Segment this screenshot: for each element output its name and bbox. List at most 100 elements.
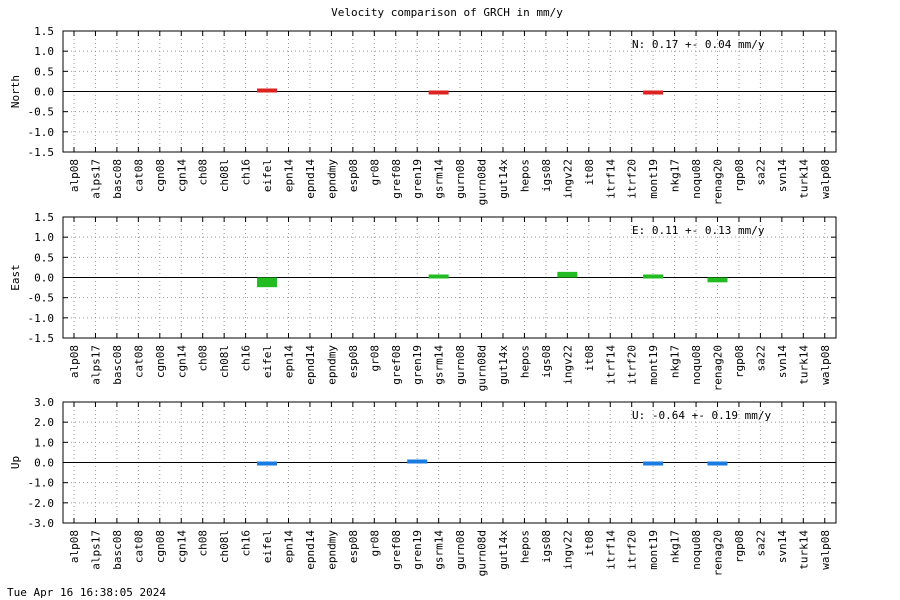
x-tick-label: hepos [518, 159, 531, 192]
x-tick-label: alp08 [68, 345, 81, 378]
x-tick-label: epndmy [325, 345, 338, 385]
y-tick-label: -1.5 [28, 332, 55, 345]
x-tick-label: gren19 [411, 530, 424, 570]
bar-eifel [257, 277, 278, 288]
x-tick-label: basc08 [111, 530, 124, 570]
x-tick-label: itrf20 [626, 345, 639, 385]
x-tick-label: gsrm14 [433, 345, 446, 385]
x-tick-label: turk14 [797, 530, 810, 570]
timestamp: Tue Apr 16 16:38:05 2024 [7, 586, 166, 599]
y-tick-label: 1.0 [34, 436, 54, 449]
x-tick-label: itrf20 [626, 159, 639, 199]
x-tick-label: cat08 [132, 530, 145, 563]
y-tick-label: -1.5 [28, 146, 55, 159]
bar-renag20 [707, 461, 728, 466]
x-tick-label: ch16 [240, 345, 253, 372]
x-tick-label: ingv22 [561, 159, 574, 199]
x-tick-label: gsrm14 [433, 530, 446, 570]
x-tick-label: igs08 [540, 530, 553, 563]
x-tick-label: itrf14 [604, 159, 617, 199]
y-tick-label: -3.0 [28, 517, 55, 530]
x-tick-label: mont19 [647, 159, 660, 199]
y-tick-label: 0.0 [34, 272, 54, 285]
x-tick-label: eifel [261, 159, 274, 192]
panel-east: 1.5 1.0 0.5 0.0 -0.5 -1.0 -1.5 E: 0.11 +- 0.13 … [9, 211, 837, 391]
x-tick-label: gurn08d [476, 345, 489, 391]
x-tick-label: alps17 [89, 159, 102, 199]
panel-up: 3.0 2.0 1.0 0.0 -1.0 -2.0 -3.0 U: -0.64 +- 0.19… [9, 396, 837, 576]
bar-mont19 [643, 274, 664, 279]
x-tick-label: cgn08 [154, 159, 167, 192]
x-tick-label: esp08 [347, 345, 360, 378]
x-tick-label: cgn08 [154, 530, 167, 563]
x-tick-label: gref08 [390, 159, 403, 199]
bar-mont19 [643, 461, 664, 466]
x-tick-label: epn14 [283, 530, 296, 563]
x-tick-label: epnd14 [304, 159, 317, 199]
x-tick-label: hepos [518, 530, 531, 563]
panel-annotation: U: -0.64 +- 0.19 mm/y [632, 409, 771, 422]
x-tick-label: gr08 [368, 530, 381, 557]
x-tick-label: epnd14 [304, 345, 317, 385]
x-tick-label: gut14x [497, 159, 510, 199]
x-tick-label: gut14x [497, 530, 510, 570]
x-tick-label: esp08 [347, 159, 360, 192]
x-tick-label: epndmy [325, 530, 338, 570]
y-tick-label: 1.0 [34, 231, 54, 244]
plot-frame [62, 216, 837, 339]
y-axis-label: North [9, 75, 22, 108]
y-tick-label: 1.5 [34, 25, 54, 38]
x-tick-label: alp08 [68, 159, 81, 192]
x-tick-label: gurn08d [476, 159, 489, 205]
y-tick-label: 0.5 [34, 65, 54, 78]
x-tick-label: turk14 [797, 345, 810, 385]
x-tick-label: gsrm14 [433, 159, 446, 199]
y-tick-label: 0.0 [34, 86, 54, 99]
x-tick-label: gref08 [390, 530, 403, 570]
x-tick-label: sa22 [754, 159, 767, 186]
x-tick-label: walp08 [819, 159, 832, 199]
x-tick-label: mont19 [647, 530, 660, 570]
bar-gsrm14 [428, 90, 449, 95]
x-tick-label: mont19 [647, 345, 660, 385]
x-tick-label: cgn14 [175, 530, 188, 563]
y-tick-label: -0.5 [28, 292, 55, 305]
x-tick-label: itrf14 [604, 345, 617, 385]
x-tick-label: rgp08 [733, 530, 746, 563]
x-tick-label: turk14 [797, 159, 810, 199]
x-tick-label: cat08 [132, 345, 145, 378]
x-tick-label: ingv22 [561, 530, 574, 570]
x-tick-label: eifel [261, 530, 274, 563]
x-tick-label: gurn08 [454, 530, 467, 570]
y-tick-label: -1.0 [28, 312, 55, 325]
x-tick-label: gren19 [411, 159, 424, 199]
bar-eifel [257, 88, 278, 93]
x-tick-label: ch08l [218, 345, 231, 378]
x-tick-label: it08 [583, 159, 596, 186]
y-tick-label: 1.0 [34, 45, 54, 58]
x-tick-label: gut14x [497, 345, 510, 385]
x-tick-label: ch08 [197, 159, 210, 186]
bar-eifel [257, 461, 278, 466]
y-axis-label: Up [9, 456, 22, 469]
x-tick-label: it08 [583, 345, 596, 372]
plot-frame [62, 401, 837, 524]
x-tick-label: itrf14 [604, 530, 617, 570]
x-tick-label: cgn14 [175, 159, 188, 192]
x-tick-label: ingv22 [561, 345, 574, 385]
x-tick-label: igs08 [540, 159, 553, 192]
x-tick-label: it08 [583, 530, 596, 557]
chart-title: Velocity comparison of GRCH in mm/y [331, 6, 563, 19]
x-tick-label: epn14 [283, 159, 296, 192]
x-tick-label: cgn14 [175, 345, 188, 378]
x-tick-label: ch08 [197, 345, 210, 372]
x-tick-label: noqu08 [690, 159, 703, 199]
x-tick-label: alp08 [68, 530, 81, 563]
x-tick-label: noqu08 [690, 345, 703, 385]
x-tick-label: alps17 [89, 345, 102, 385]
y-axis-label: East [9, 264, 22, 291]
x-tick-label: gurn08 [454, 159, 467, 199]
panel-north: 1.5 1.0 0.5 0.0 -0.5 -1.0 -1.5 N: 0.17 +- 0.04 … [9, 25, 837, 205]
x-tick-label: alps17 [89, 530, 102, 570]
bar-ingv22 [557, 271, 578, 278]
